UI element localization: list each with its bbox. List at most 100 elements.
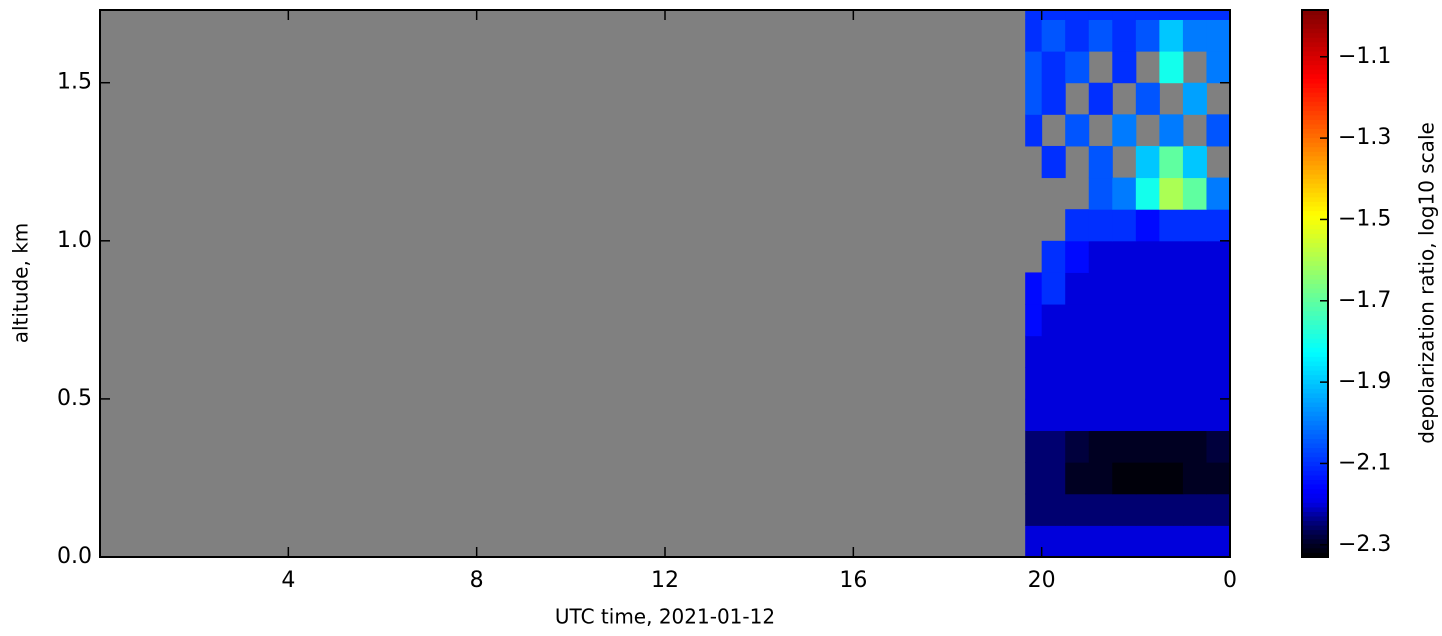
colorbar-segment [1302, 19, 1328, 25]
heatmap-cell [1088, 335, 1113, 368]
heatmap-cell [1159, 114, 1184, 147]
colorbar-segment [1302, 251, 1328, 257]
colorbar-segment [1302, 347, 1328, 353]
heatmap-cell [1182, 304, 1207, 337]
heatmap-cell [1088, 177, 1113, 210]
heatmap-cell [1135, 10, 1160, 20]
colorbar-segment [1302, 370, 1328, 376]
colorbar-segment [1302, 415, 1328, 421]
heatmap-cell [1182, 145, 1207, 179]
colorbar-segment [1302, 383, 1328, 389]
heatmap-cell [1025, 335, 1043, 368]
heatmap-cell [1065, 335, 1090, 368]
heatmap-cell [1025, 304, 1043, 337]
colorbar-segment [1302, 506, 1328, 512]
colorbar-segment [1302, 283, 1328, 289]
heatmap-cell [1065, 209, 1090, 242]
colorbar-segment [1302, 183, 1328, 189]
heatmap-cell [1112, 367, 1137, 400]
heatmap-cell [1041, 367, 1066, 400]
heatmap-cell [1206, 51, 1231, 84]
heatmap-cell [1159, 367, 1184, 400]
colorbar-tick-label: −1.9 [1338, 369, 1391, 394]
heatmap-cell [1159, 145, 1184, 179]
heatmap-cell [1182, 272, 1207, 305]
heatmap-cell [1159, 51, 1184, 84]
heatmap-cell [1041, 525, 1066, 558]
heatmap-cell [1135, 19, 1160, 52]
colorbar-segment [1302, 447, 1328, 453]
colorbar-segment [1302, 338, 1328, 344]
heatmap-cell [1206, 209, 1231, 242]
colorbar-segment [1302, 502, 1328, 508]
heatmap-cell [1065, 304, 1090, 337]
heatmap-cell [1159, 10, 1184, 20]
heatmap-cell [1159, 240, 1184, 273]
colorbar-segment [1302, 319, 1328, 326]
colorbar-segment [1302, 82, 1328, 88]
heatmap-cell [1088, 10, 1113, 20]
colorbar-segment [1302, 160, 1328, 166]
heatmap-cell [1182, 209, 1207, 242]
heatmap-cell [1159, 462, 1184, 495]
heatmap-cell [1182, 177, 1207, 210]
heatmap-cell [1206, 398, 1231, 432]
heatmap-cell [1025, 462, 1043, 495]
colorbar-segment [1302, 196, 1328, 202]
heatmap-cell [1025, 10, 1043, 20]
colorbar-segment [1302, 110, 1328, 116]
colorbar-segment [1302, 520, 1328, 526]
heatmap-cell [1159, 304, 1184, 337]
colorbar-tick-label: −1.7 [1338, 288, 1391, 313]
heatmap-cell [1025, 272, 1043, 305]
colorbar-segment [1302, 456, 1328, 462]
heatmap-cell [1182, 367, 1207, 400]
heatmap-cell [1025, 525, 1043, 558]
heatmap-cell [1159, 209, 1184, 242]
colorbar-segment [1302, 237, 1328, 243]
y-tick-label: 0.5 [57, 386, 92, 411]
heatmap-cell [1182, 493, 1207, 526]
heatmap-cell [1041, 462, 1066, 495]
colorbar-segment [1302, 465, 1328, 471]
heatmap-cell [1065, 114, 1090, 147]
colorbar-segment [1302, 342, 1328, 348]
colorbar-segment [1302, 438, 1328, 444]
colorbar-segment [1302, 443, 1328, 449]
heatmap-cell [1182, 430, 1207, 463]
heatmap-cell [1159, 525, 1184, 558]
heatmap-cell [1025, 51, 1043, 84]
heatmap-cell [1159, 177, 1184, 210]
colorbar-segment [1302, 310, 1328, 316]
colorbar-segment [1302, 479, 1328, 485]
heatmap-cell [1159, 272, 1184, 305]
colorbar-segment [1302, 242, 1328, 248]
heatmap-cell [1025, 493, 1043, 526]
heatmap-cell [1112, 493, 1137, 526]
colorbar-segment [1302, 529, 1328, 535]
colorbar-segment [1302, 155, 1328, 161]
colorbar-segment [1302, 224, 1328, 230]
colorbar-segment [1302, 137, 1328, 143]
heatmap-cell [1206, 462, 1231, 495]
heatmap-cell [1135, 462, 1160, 495]
colorbar-segment [1302, 278, 1328, 284]
heatmap-cell [1025, 430, 1043, 463]
colorbar-segment [1302, 420, 1328, 426]
colorbar-segment [1302, 169, 1328, 175]
heatmap-cell [1182, 10, 1207, 20]
colorbar-segment [1302, 429, 1328, 435]
heatmap-cell [1112, 10, 1137, 20]
colorbar-segment [1302, 406, 1328, 412]
colorbar-segment [1302, 402, 1328, 408]
heatmap-cell [1088, 525, 1113, 558]
colorbar-segment [1302, 269, 1328, 275]
colorbar-segment [1302, 23, 1328, 29]
heatmap-cell [1112, 114, 1137, 147]
colorbar-segment [1302, 105, 1328, 111]
colorbar-segment [1302, 470, 1328, 476]
colorbar-segment [1302, 411, 1328, 417]
heatmap-cell [1112, 240, 1137, 273]
colorbar-segment [1302, 247, 1328, 253]
